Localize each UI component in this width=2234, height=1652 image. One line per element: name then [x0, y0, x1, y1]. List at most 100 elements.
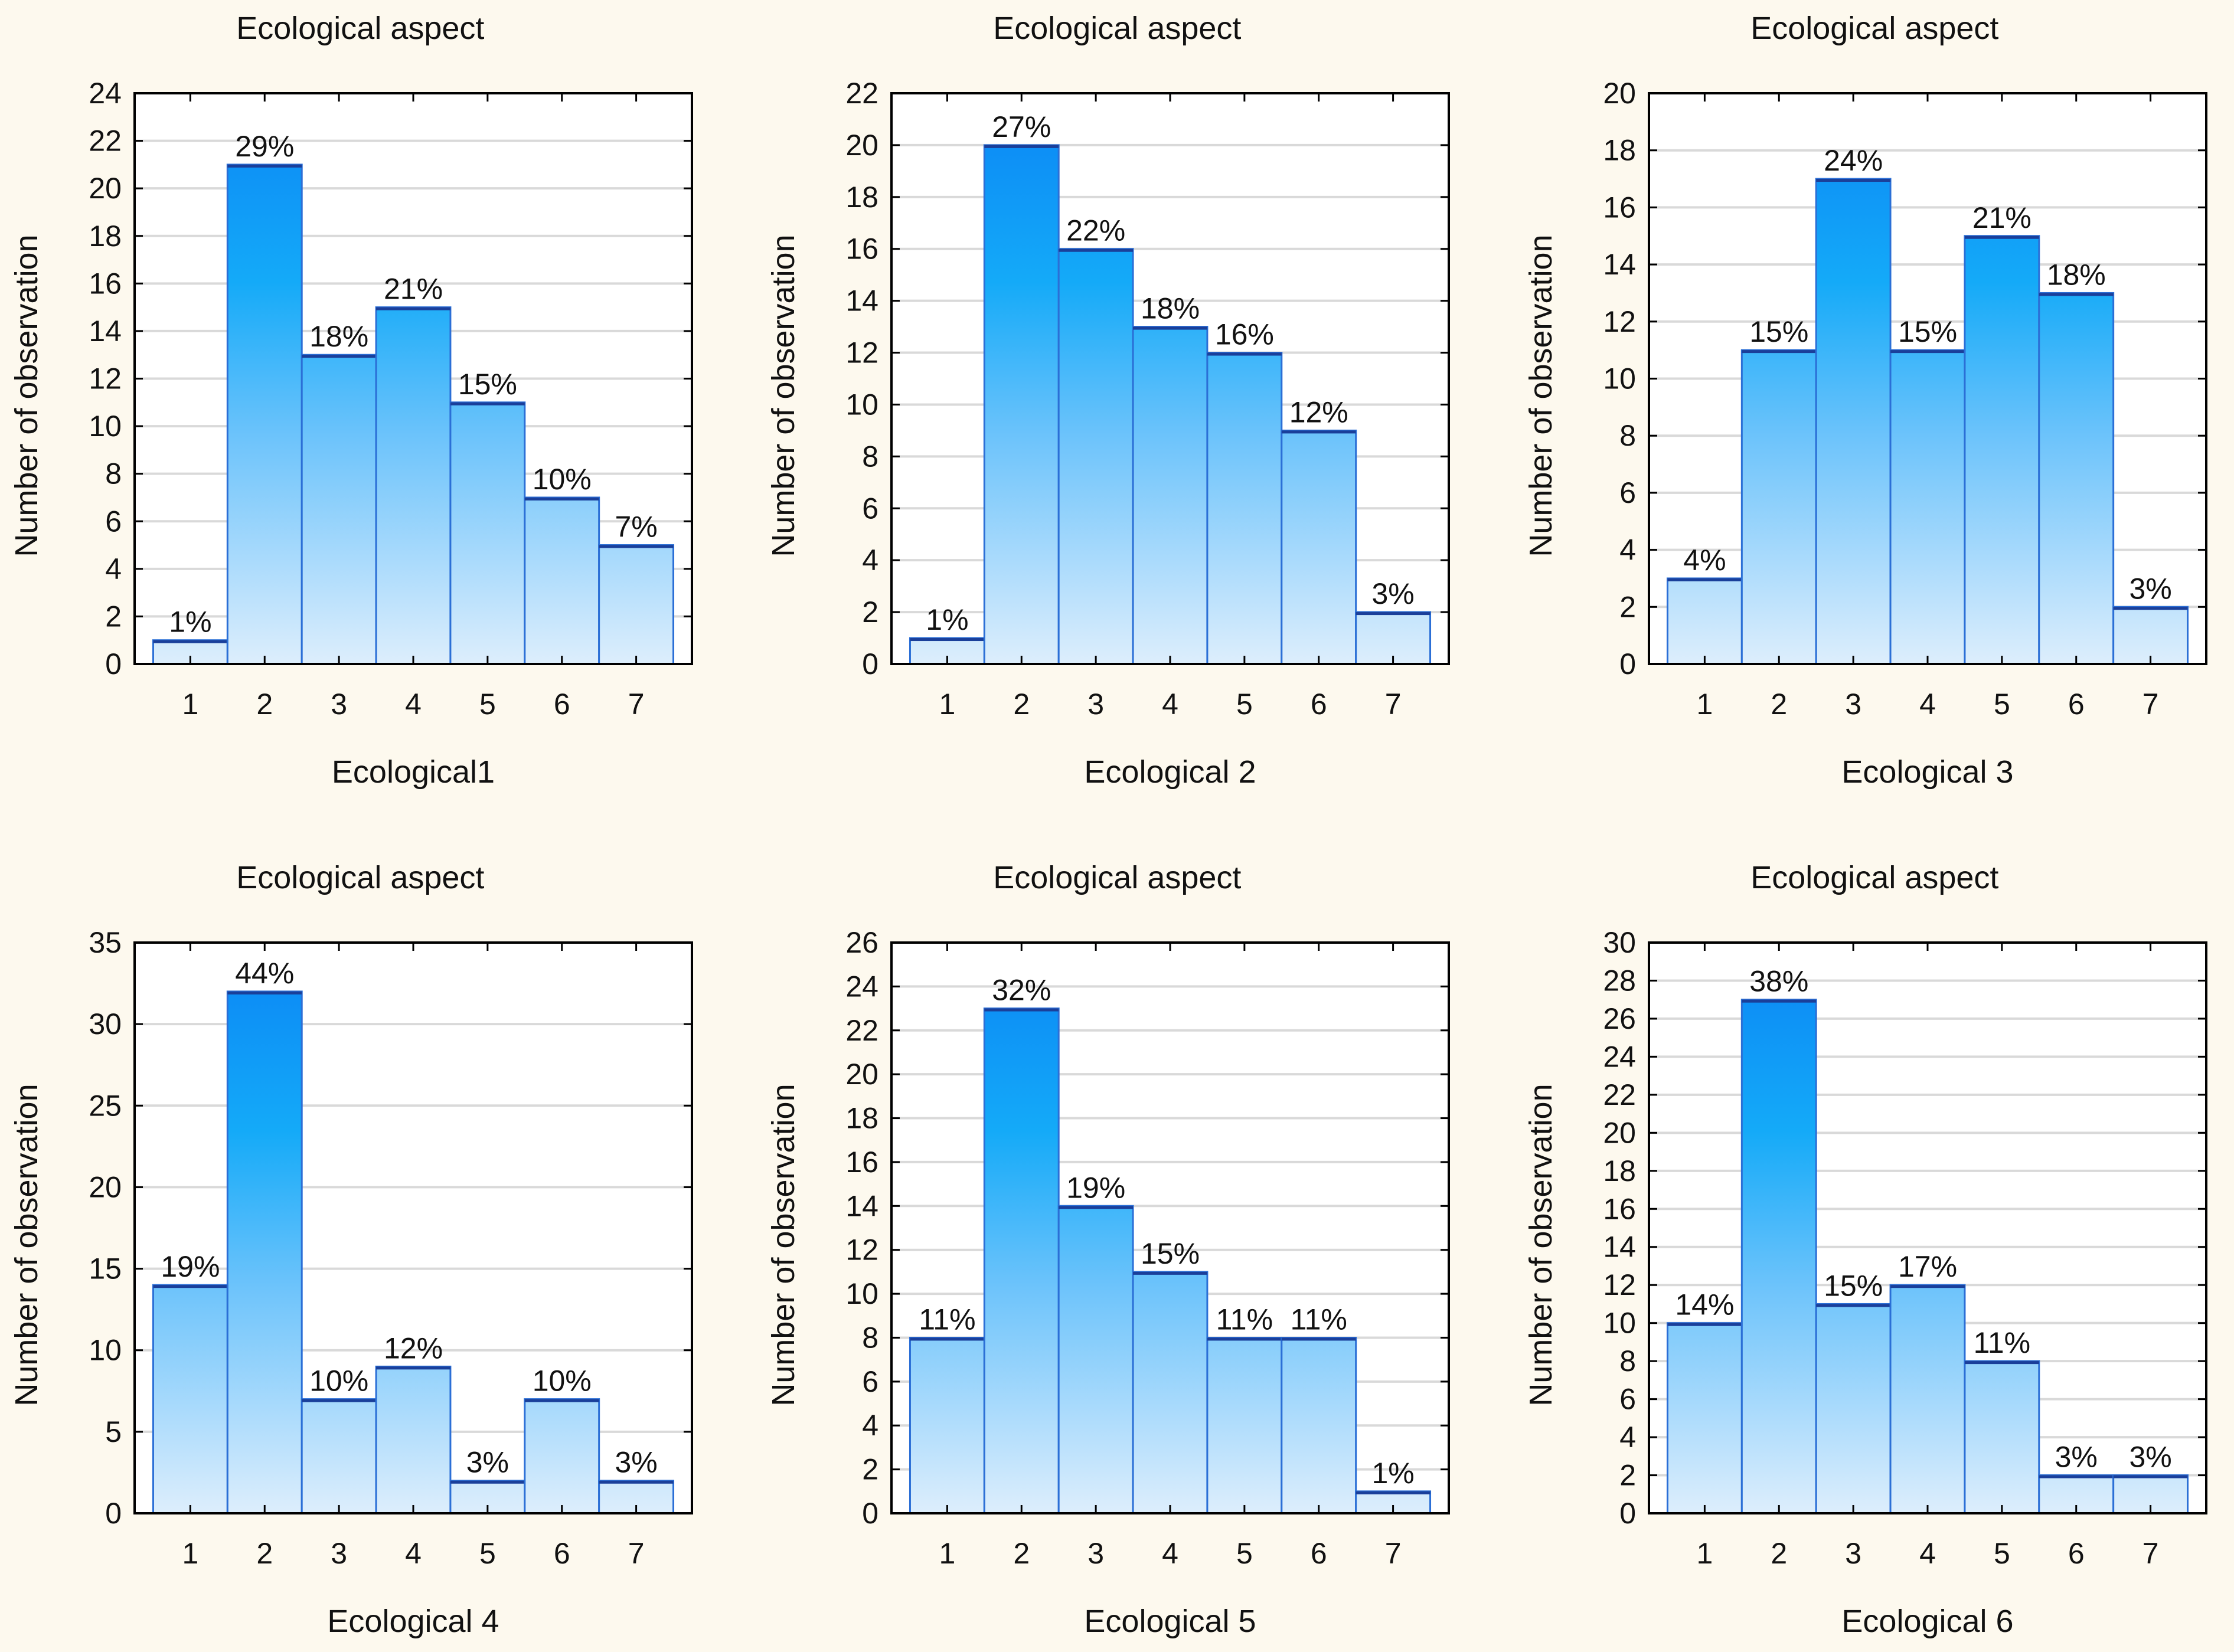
x-tick-label: 3	[331, 688, 347, 721]
data-label: 3%	[2129, 572, 2171, 605]
x-tick-label: 6	[2068, 1537, 2085, 1570]
y-tick-label: 6	[1619, 476, 1636, 509]
data-label: 15%	[1898, 315, 1957, 348]
x-tick-label: 6	[554, 688, 570, 721]
data-label: 27%	[992, 110, 1051, 143]
data-label: 1%	[926, 603, 968, 636]
x-tick-label: 3	[1845, 688, 1861, 721]
y-tick-label: 35	[89, 926, 122, 959]
y-tick-label: 26	[1603, 1002, 1636, 1035]
y-tick-label: 24	[89, 77, 122, 110]
bar-top-edge	[1667, 1323, 1742, 1326]
x-tick-label: 2	[256, 1537, 273, 1570]
y-tick-label: 16	[89, 267, 122, 300]
bar	[375, 306, 452, 665]
bar-top-edge	[376, 1366, 450, 1370]
y-tick-label: 18	[1603, 1154, 1636, 1188]
x-tick-label: 5	[479, 1537, 496, 1570]
bar-top-edge	[227, 164, 302, 168]
y-tick-label: 8	[1619, 419, 1636, 452]
plot-frame	[890, 92, 1450, 665]
chart-panel-3: 0 2 4 6 8 10 12 14 16 18 20 4% 1 15% 2 24% 3 15% 4 21% 5 18% 6…	[1523, 11, 2207, 790]
chart-title: Ecological aspect	[1750, 860, 1998, 895]
plot-frame	[890, 941, 1450, 1514]
bar-top-edge	[1890, 1285, 1965, 1288]
y-tick-label: 18	[845, 1102, 878, 1135]
chart-title: Ecological aspect	[1750, 11, 1998, 46]
bar-top-edge	[2039, 1475, 2114, 1478]
bar	[1889, 349, 1966, 665]
data-label: 10%	[533, 1365, 592, 1398]
y-tick-label: 14	[1603, 1231, 1636, 1264]
x-tick-label: 3	[1087, 1537, 1104, 1570]
y-tick-label: 26	[845, 926, 878, 959]
y-tick-label: 0	[1619, 647, 1636, 681]
y-tick-label: 22	[845, 1014, 878, 1047]
x-tick-label: 4	[1162, 688, 1178, 721]
data-label: 18%	[1141, 292, 1200, 325]
y-tick-label: 24	[845, 970, 878, 1003]
y-axis-label: Number of observation	[9, 234, 44, 557]
data-label: 15%	[1141, 1237, 1200, 1270]
bar	[1281, 1336, 1357, 1514]
data-label: 32%	[992, 974, 1051, 1007]
y-tick-label: 14	[1603, 248, 1636, 281]
data-label: 7%	[615, 511, 657, 544]
y-tick-label: 12	[1603, 1268, 1636, 1301]
data-label: 19%	[161, 1250, 220, 1283]
y-tick-label: 24	[1603, 1040, 1636, 1073]
data-label: 11%	[1291, 1303, 1347, 1336]
bar-top-edge	[1207, 1337, 1282, 1341]
plot-frame	[1648, 92, 2207, 665]
y-tick-label: 22	[89, 125, 122, 158]
data-label: 22%	[1066, 214, 1125, 247]
bar-top-edge	[1281, 1337, 1356, 1341]
data-label: 10%	[309, 1365, 368, 1398]
bar-top-edge	[450, 402, 525, 405]
y-tick-label: 16	[845, 1146, 878, 1179]
y-tick-label: 4	[1619, 1421, 1636, 1454]
plot-frame	[133, 92, 693, 665]
x-tick-label: 1	[1696, 688, 1713, 721]
y-tick-label: 2	[862, 596, 878, 629]
bar-top-edge	[1816, 1304, 1891, 1307]
y-axis-label: Number of observation	[1523, 234, 1559, 557]
plot-frame	[133, 941, 693, 1514]
x-axis-label: Ecological 3	[1841, 754, 2013, 790]
chart-panel-2: 0 2 4 6 8 10 12 14 16 18 20 22 1% 1 27% 2 22% 3 18% 4 16% 5 12…	[766, 11, 1450, 790]
bar-top-edge	[524, 1399, 599, 1402]
bar	[524, 1398, 600, 1514]
bar	[1132, 326, 1209, 665]
bar-top-edge	[1059, 1206, 1134, 1209]
bar-top-edge	[2113, 1475, 2188, 1478]
x-axis-label: Ecological 2	[1084, 754, 1256, 790]
bar-top-edge	[1133, 1271, 1207, 1275]
bar	[524, 496, 600, 665]
x-axis-label: Ecological 6	[1841, 1604, 2013, 1639]
data-label: 16%	[1215, 318, 1274, 351]
data-label: 3%	[615, 1446, 657, 1479]
chart-title: Ecological aspect	[236, 860, 484, 895]
x-tick-label: 2	[256, 688, 273, 721]
x-tick-label: 6	[1311, 688, 1327, 721]
x-tick-label: 5	[479, 688, 496, 721]
data-label: 15%	[1824, 1269, 1883, 1302]
y-tick-label: 20	[845, 1058, 878, 1091]
x-tick-label: 1	[939, 1537, 955, 1570]
data-label: 24%	[1824, 144, 1883, 177]
bar-top-edge	[984, 1008, 1059, 1012]
chart-panel-5: 0246810121416182022242611%132%219%315%41…	[766, 860, 1450, 1639]
x-tick-label: 7	[628, 688, 645, 721]
y-tick-label: 22	[845, 77, 878, 110]
chart-title: Ecological aspect	[993, 11, 1241, 46]
x-tick-label: 2	[1013, 688, 1030, 721]
data-label: 3%	[1371, 577, 1414, 610]
bar-top-edge	[1133, 326, 1207, 330]
y-tick-label: 10	[89, 1334, 122, 1367]
x-tick-label: 5	[1236, 688, 1253, 721]
bar	[226, 990, 303, 1514]
y-tick-label: 2	[105, 600, 122, 633]
x-tick-label: 5	[1994, 688, 2010, 721]
bar	[1057, 1205, 1134, 1514]
chart-panel-1: 0246810121416182022241%129%218%321%415%5…	[9, 11, 693, 790]
